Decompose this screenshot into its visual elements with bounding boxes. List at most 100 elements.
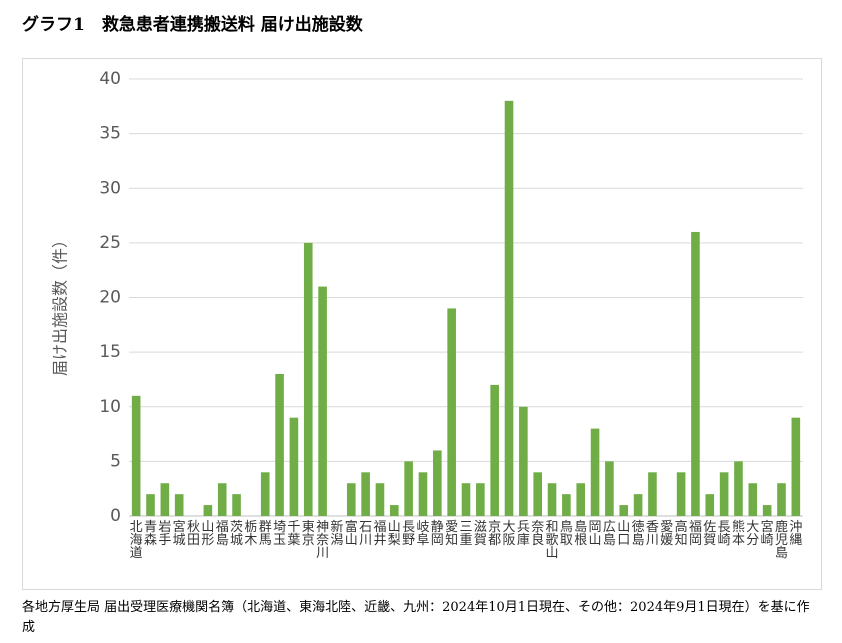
x-category-label: 大阪 [503, 520, 516, 548]
x-category-label: 鹿児島 [775, 519, 788, 561]
y-axis-label: 届け出施設数（件） [51, 232, 70, 376]
bar-茨城 [232, 494, 241, 516]
bar-高知 [676, 472, 686, 516]
y-tick-label: 5 [110, 451, 121, 471]
x-category-label: 和歌山 [546, 520, 559, 561]
bar-鳥取 [562, 494, 571, 516]
bar-石川 [361, 472, 370, 516]
x-category-label: 愛媛 [660, 520, 673, 548]
bar-群馬 [260, 472, 270, 516]
bar-神奈川 [318, 286, 327, 516]
bar-岡山 [590, 428, 600, 516]
x-category-label: 高知 [675, 519, 688, 548]
bar-埼玉 [275, 373, 284, 516]
x-category-label: 長野 [402, 520, 415, 548]
bar-徳島 [633, 494, 643, 516]
y-tick-label: 30 [99, 178, 121, 198]
bar-千葉 [289, 417, 299, 516]
x-category-label: 青森 [144, 520, 157, 548]
bar-富山 [346, 483, 356, 516]
chart-frame: 0 5 10 15 20 25 30 35 40 北海道 青森 岩手 宮城 秋田 山形 福島 茨城 栃木 群馬 埼玉… [22, 58, 822, 590]
x-category-label: 兵庫 [517, 520, 530, 548]
x-category-label: 岡山 [589, 520, 602, 548]
x-category-label: 山梨 [388, 520, 401, 548]
y-tick-label: 15 [99, 342, 121, 362]
x-category-label: 石川 [359, 520, 372, 548]
bar-沖縄 [791, 417, 801, 516]
x-category-label: 京都 [488, 520, 501, 548]
y-tick-label: 25 [99, 233, 121, 253]
bar-滋賀 [476, 483, 485, 516]
x-category-label: 福島 [216, 520, 229, 548]
bar-静岡 [433, 450, 442, 516]
bar-三重 [461, 483, 471, 516]
x-category-label: 新潟 [330, 519, 343, 548]
x-category-label: 神奈川 [316, 520, 329, 561]
y-tick-label: 20 [99, 288, 121, 308]
x-category-label: 千葉 [287, 520, 300, 548]
x-axis-categories: 北海道青森岩手宮城秋田山形福島茨城栃木群馬埼玉千葉東京神奈川新潟富山石川福井山梨… [130, 519, 803, 561]
x-category-label: 三重 [459, 520, 472, 548]
x-category-label: 福井 [373, 520, 386, 548]
bar-山形 [203, 505, 213, 516]
x-category-label: 大分 [746, 520, 759, 548]
bar-大分 [748, 483, 758, 516]
x-category-label: 埼玉 [273, 520, 286, 548]
bar-大阪 [504, 100, 514, 516]
bar-福島 [217, 483, 227, 516]
bar-宮崎 [762, 505, 772, 516]
x-category-label: 福岡 [689, 520, 702, 548]
y-tick-label: 0 [110, 506, 121, 526]
x-category-label: 佐賀 [703, 520, 716, 548]
source-note: 各地方厚生局 届出受理医療機関名簿（北海道、東海北陸、近畿、九州：2024年10… [22, 600, 810, 635]
bar-山梨 [389, 505, 399, 516]
bar-宮城 [174, 494, 184, 516]
x-category-label: 群馬 [259, 520, 272, 548]
bar-山口 [619, 505, 629, 516]
x-category-label: 島根 [574, 520, 587, 548]
x-category-label: 熊本 [732, 519, 745, 548]
y-axis-ticks: 0 5 10 15 20 25 30 35 40 [99, 69, 121, 526]
x-category-label: 愛知 [445, 520, 458, 548]
bar-岐阜 [418, 472, 428, 516]
x-category-label: 秋田 [187, 520, 200, 548]
bar-島根 [576, 483, 586, 516]
x-category-label: 静岡 [431, 520, 444, 548]
x-category-label: 長崎 [718, 520, 731, 548]
x-category-label: 広島 [603, 520, 616, 548]
bars [131, 100, 801, 516]
bar-香川 [648, 472, 657, 516]
bar-福岡 [691, 231, 700, 516]
chart-title: グラフ1 救急患者連携搬送料 届け出施設数 [22, 15, 363, 35]
bar-佐賀 [705, 494, 715, 516]
x-category-label: 北海道 [130, 520, 143, 561]
bar-愛知 [447, 308, 456, 516]
bar-青森 [146, 494, 155, 516]
bar-福井 [375, 483, 385, 516]
x-category-label: 岐阜 [416, 520, 429, 548]
x-category-label: 栃木 [244, 520, 257, 548]
bar-兵庫 [519, 406, 528, 516]
bar-京都 [490, 384, 499, 516]
x-category-label: 鳥取 [560, 520, 573, 548]
x-category-label: 山形 [201, 520, 214, 548]
x-category-label: 徳島 [632, 520, 645, 548]
bar-長野 [404, 461, 413, 516]
x-category-label: 山口 [617, 520, 630, 548]
y-tick-label: 40 [99, 69, 121, 89]
x-category-label: 岩手 [158, 520, 171, 548]
x-category-label: 富山 [345, 519, 358, 548]
bar-chart: 0 5 10 15 20 25 30 35 40 北海道青森岩手宮城秋田山形福島茨城栃木群馬埼玉… [51, 69, 803, 561]
bar-長崎 [719, 472, 729, 516]
bar-北海道 [131, 395, 141, 516]
bar-奈良 [533, 472, 543, 516]
x-category-label: 宮城 [173, 519, 186, 548]
grid-lines [129, 78, 803, 517]
x-category-label: 宮崎 [761, 519, 774, 548]
y-tick-label: 35 [99, 124, 121, 144]
x-category-label: 東京 [302, 519, 315, 548]
bar-鹿児島 [777, 483, 786, 516]
bar-和歌山 [547, 483, 557, 516]
y-tick-label: 10 [99, 397, 121, 417]
bar-東京 [303, 242, 313, 516]
